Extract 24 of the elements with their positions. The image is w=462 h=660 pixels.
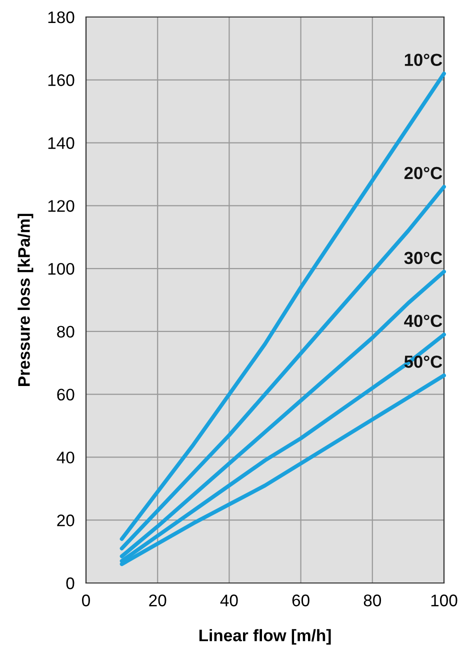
y-tick-label: 140 (48, 137, 74, 149)
line-series (120, 72, 446, 541)
series-label: 10°C (404, 54, 442, 66)
y-tick-label: 160 (48, 74, 74, 86)
x-tick-label: 40 (220, 594, 238, 606)
line-series (120, 184, 446, 550)
series-label: 20°C (404, 166, 442, 180)
y-tick-label: 120 (48, 200, 74, 212)
series-label: 30°C (404, 252, 442, 264)
y-tick-label: 100 (48, 262, 74, 275)
y-tick-label: 40 (56, 452, 74, 464)
y-tick-label: 180 (48, 11, 74, 24)
y-tick-label: 60 (57, 388, 74, 401)
x-tick-label: 20 (149, 594, 166, 606)
x-tick-label: 80 (364, 594, 382, 606)
y-tick-label: 80 (57, 326, 74, 338)
x-axis-title: Linear flow [m/h] (199, 629, 331, 645)
x-tick-label: 0 (82, 594, 90, 606)
x-tick-label: 100 (431, 594, 458, 606)
x-tick-label: 60 (292, 594, 310, 606)
y-tick-label: 0 (66, 577, 74, 590)
series-label: 40°C (404, 314, 442, 327)
y-tick-label: 20 (57, 514, 74, 526)
y-axis-title: Pressure loss [kPa/m] (18, 214, 34, 386)
